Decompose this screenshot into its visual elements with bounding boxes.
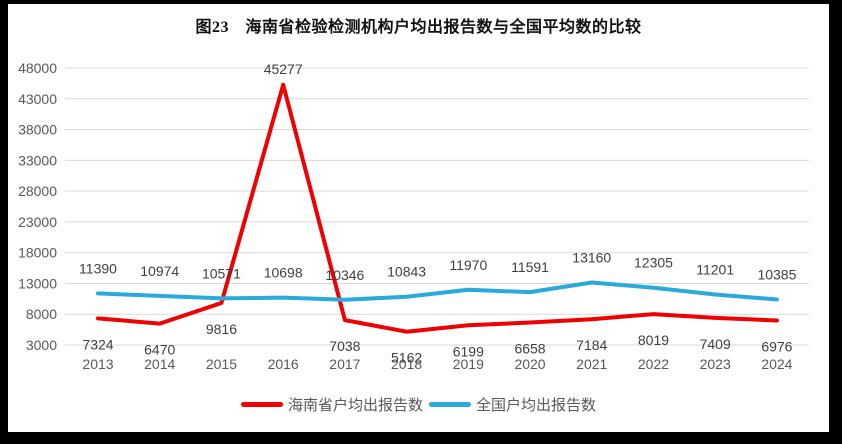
legend-label-hainan: 海南省户均出报告数 [287,397,423,414]
data-label: 5162 [391,350,422,366]
y-axis-tick-label: 23000 [18,214,57,230]
y-axis-tick-label: 28000 [18,183,57,199]
data-label: 7324 [82,336,113,352]
data-labels-hainan: 7324 6470 9816 45277 7038 5162 6199 6658 7184 801… [82,61,792,366]
data-label: 7038 [329,338,360,354]
data-label: 10698 [264,265,303,281]
data-label: 9816 [206,321,237,337]
y-axis-tick-label: 3000 [26,337,57,353]
legend-item-hainan: 海南省户均出报告数 [240,394,423,415]
x-axis-labels: 2013 2014 2015 2016 2017 2018 2019 2020 2021 2022… [82,356,792,372]
y-axis-tick-label: 48000 [18,60,57,76]
x-axis-tick-label: 2018 [391,356,422,372]
data-label: 11591 [511,259,549,275]
data-label: 10385 [757,267,796,283]
data-label: 10974 [140,263,179,279]
data-label: 6199 [453,343,484,359]
y-axis-tick-label: 38000 [18,122,57,138]
data-label: 6470 [144,342,175,358]
y-axis-tick-label: 18000 [18,245,57,261]
x-axis-tick-label: 2022 [638,356,669,372]
x-axis-tick-label: 2020 [514,356,545,372]
chart-canvas: 48000 43000 38000 33000 28000 23000 18000 13000… [18,60,809,372]
series-line-national [96,280,779,302]
x-axis-tick-label: 2023 [700,356,731,372]
x-axis-tick-label: 2013 [82,356,113,372]
data-label: 10571 [202,265,241,281]
x-axis-tick-label: 2019 [453,356,484,372]
data-label: 12305 [634,255,673,271]
y-axis-tick-label: 33000 [18,152,57,168]
data-label: 11201 [696,262,734,278]
data-label: 45277 [264,61,303,77]
series-line-hainan [96,82,779,334]
legend-line-national-icon [429,402,471,407]
y-axis-labels: 48000 43000 38000 33000 28000 23000 18000 13000… [18,60,57,353]
x-axis-tick-label: 2024 [761,356,792,372]
chart-title: 图23 海南省检验检测机构户均出报告数与全国平均数的比较 [195,19,642,36]
data-label: 6976 [761,339,792,355]
y-axis-tick-label: 43000 [18,91,57,107]
data-label: 13160 [572,250,611,266]
y-axis-tick-label: 13000 [18,275,57,291]
x-axis-tick-label: 2016 [268,356,299,372]
legend-line-hainan-icon [240,402,283,407]
data-label: 10346 [325,267,364,283]
data-label: 11390 [79,260,117,276]
data-label: 6658 [514,341,545,357]
gridlines [65,67,809,346]
chart-panel: 图23 海南省检验检测机构户均出报告数与全国平均数的比较 48000 43000 3… [8,4,829,432]
x-axis-tick-label: 2015 [206,356,237,372]
data-label: 10843 [387,264,426,280]
x-axis-tick-label: 2014 [144,356,175,372]
data-labels-national: 11390 10974 10571 10698 10346 10843 11970 11591… [79,250,797,283]
data-label: 11970 [449,257,487,273]
legend-label-national: 全国户均出报告数 [476,397,597,414]
legend-item-national: 全国户均出报告数 [429,394,596,415]
x-axis-tick-label: 2017 [329,356,360,372]
data-label: 8019 [638,332,669,348]
chart-legend: 海南省户均出报告数 全国户均出报告数 [8,394,829,415]
y-axis-tick-label: 8000 [26,306,57,322]
data-label: 7184 [576,337,607,353]
x-axis-tick-label: 2021 [576,356,607,372]
data-label: 7409 [700,336,731,352]
